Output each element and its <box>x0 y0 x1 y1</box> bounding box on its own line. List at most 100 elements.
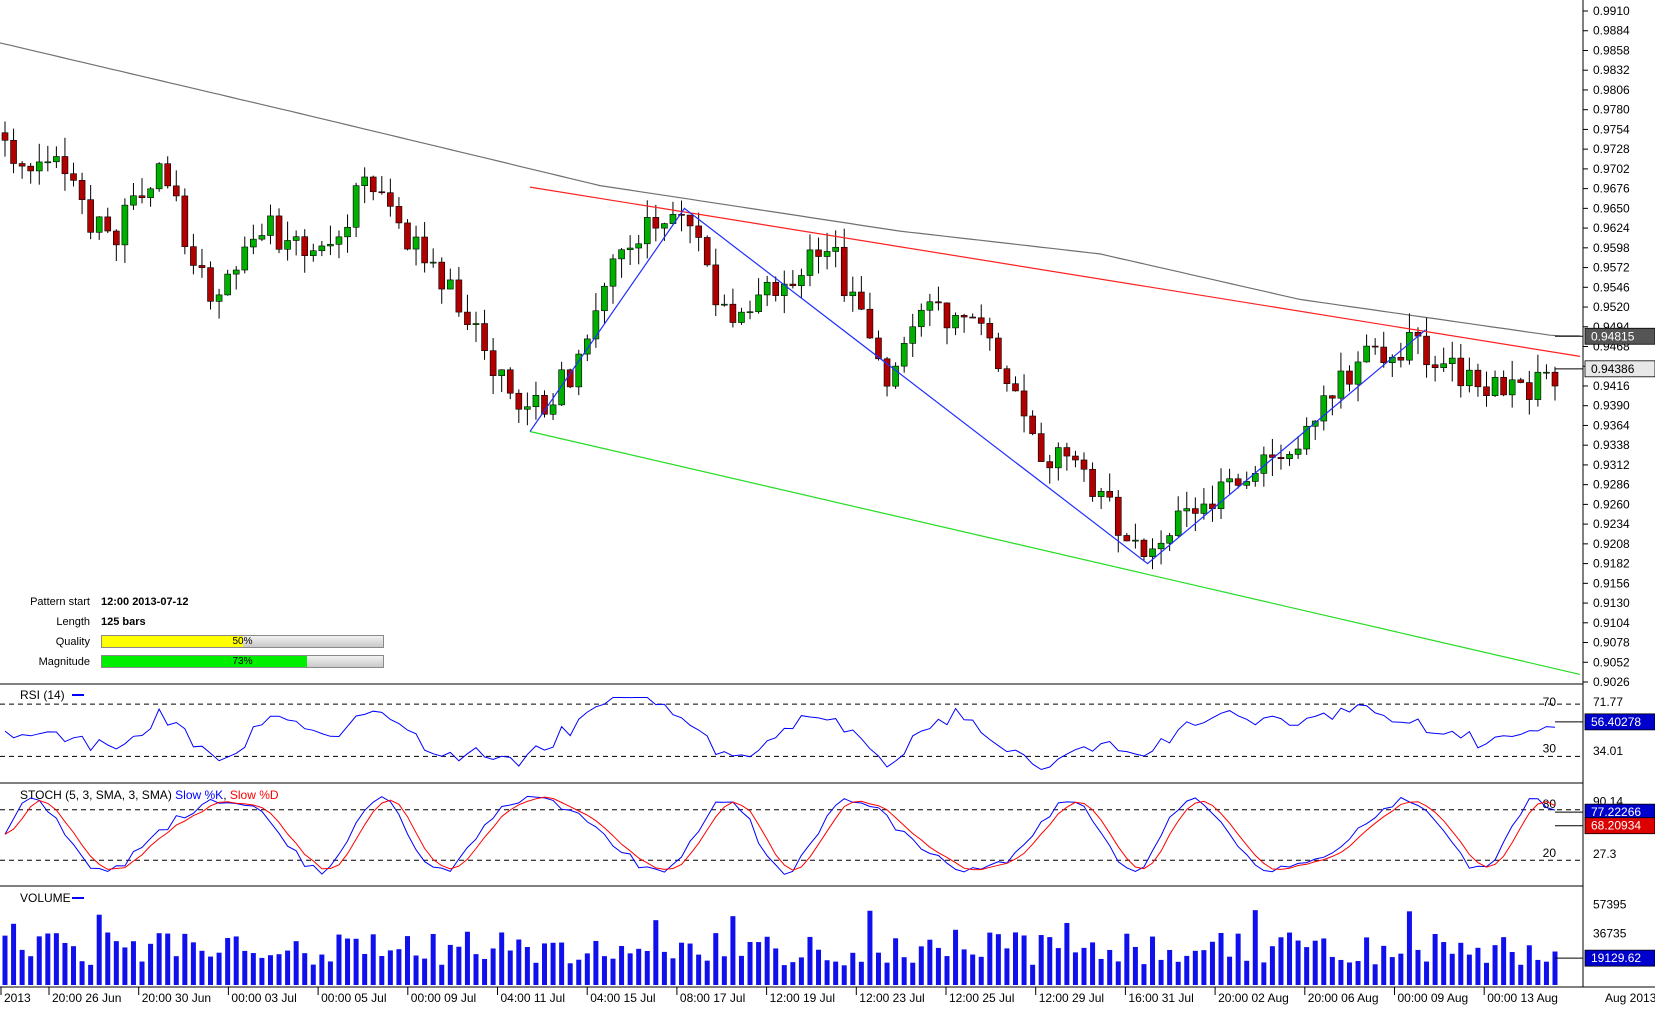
volume-bar <box>414 956 419 985</box>
volume-bar <box>979 957 984 985</box>
candle-body <box>1483 387 1489 396</box>
volume-bar <box>1004 948 1009 985</box>
candle-body <box>11 140 17 163</box>
candle-body <box>148 189 154 198</box>
candle-body <box>1466 370 1472 386</box>
volume-bar <box>525 947 530 985</box>
stoch-k-value-label: 77.22266 <box>1591 805 1641 819</box>
volume-bar <box>1287 933 1292 985</box>
candle-body <box>1047 462 1053 468</box>
volume-bar <box>1270 946 1275 985</box>
candle-body <box>499 370 505 376</box>
price-tick-label: 0.9182 <box>1593 557 1630 571</box>
candle-body <box>345 227 351 237</box>
candle-body <box>644 217 650 243</box>
candle-body <box>62 156 68 173</box>
volume-bar <box>927 940 932 985</box>
candle-body <box>173 186 179 196</box>
candle-body <box>747 312 753 313</box>
volume-bar <box>20 950 25 985</box>
candle-body <box>1081 460 1087 469</box>
pattern-info-panel: Pattern start 12:00 2013-07-12 Length 12… <box>0 0 400 1</box>
volume-bar <box>80 961 85 985</box>
candle-body <box>387 193 393 207</box>
volume-bar <box>568 963 573 985</box>
time-tick-label: 00:00 13 Aug <box>1487 991 1558 1005</box>
volume-bar <box>1039 935 1044 985</box>
volume-bar <box>251 953 256 985</box>
volume-bar <box>1467 955 1472 985</box>
candle-body <box>867 309 873 338</box>
volume-bar <box>456 947 461 985</box>
candle-body <box>482 324 488 351</box>
support-line <box>530 432 1580 675</box>
volume-bar <box>551 943 556 985</box>
candle-body <box>850 292 856 296</box>
price-tick-label: 0.9858 <box>1593 43 1630 57</box>
volume-bar <box>576 960 581 985</box>
stoch-legend-separator: , <box>223 788 230 802</box>
quality-percent: 50% <box>102 636 383 647</box>
price-tick-label: 0.9702 <box>1593 162 1630 176</box>
pattern-lines-layer <box>530 187 1580 674</box>
candle-body <box>302 237 308 256</box>
volume-bar <box>953 930 958 985</box>
volume-bar <box>1458 943 1463 985</box>
candle-body <box>1287 454 1293 458</box>
price-tick-label: 0.9884 <box>1593 24 1630 38</box>
volume-bar <box>859 962 864 985</box>
volume-bar <box>1475 948 1480 985</box>
volume-bar <box>1107 950 1112 985</box>
volume-bar <box>533 963 538 985</box>
candle-body <box>36 162 42 171</box>
rsi-level-70-label: 70 <box>1543 695 1557 709</box>
volume-bar <box>1424 962 1429 985</box>
volume-bar <box>1244 961 1249 985</box>
candle-body <box>935 302 941 303</box>
volume-bar <box>1133 947 1138 985</box>
price-axis: 0.99100.98840.98580.98320.98060.97800.97… <box>1555 4 1655 689</box>
candle-body <box>473 324 479 325</box>
candle-body <box>1141 540 1147 557</box>
volume-bar <box>1167 950 1172 985</box>
volume-bar <box>1407 911 1412 985</box>
candle-body <box>1295 449 1301 454</box>
stoch-k-legend: Slow %K <box>175 788 223 802</box>
zigzag-line <box>530 208 1426 563</box>
candle-body <box>1338 371 1344 398</box>
candle-body <box>653 217 659 228</box>
candle-body <box>1030 416 1036 434</box>
candle-body <box>764 282 770 295</box>
quality-label: Quality <box>0 636 90 648</box>
price-tick-label: 0.9208 <box>1593 537 1630 551</box>
candle-body <box>379 192 385 193</box>
candle-body <box>45 162 51 163</box>
pattern-start-label: Pattern start <box>0 596 90 608</box>
candle-body <box>1098 491 1104 496</box>
volume-bar <box>1441 942 1446 985</box>
volume-bar <box>1433 934 1438 985</box>
volume-bar <box>191 942 196 985</box>
price-tick-label: 0.9806 <box>1593 83 1630 97</box>
candle-body <box>439 262 445 289</box>
candle-body <box>1158 543 1164 549</box>
candle-body <box>627 248 633 250</box>
volume-bar <box>131 941 136 985</box>
candle-body <box>1509 380 1515 395</box>
volume-bar <box>1013 932 1018 985</box>
candle-body <box>208 268 214 302</box>
current-price-label: 0.94386 <box>1591 362 1635 376</box>
volume-bar <box>1150 937 1155 985</box>
volume-bar <box>1304 947 1309 985</box>
candle-body <box>781 284 787 296</box>
volume-bar <box>1321 938 1326 985</box>
candle-body <box>1012 384 1018 391</box>
volume-bar <box>628 953 633 985</box>
candle-body <box>953 315 959 328</box>
price-tick-label: 0.9676 <box>1593 182 1630 196</box>
volume-bar <box>782 965 787 985</box>
candle-body <box>28 166 34 171</box>
candle-body <box>816 250 822 257</box>
